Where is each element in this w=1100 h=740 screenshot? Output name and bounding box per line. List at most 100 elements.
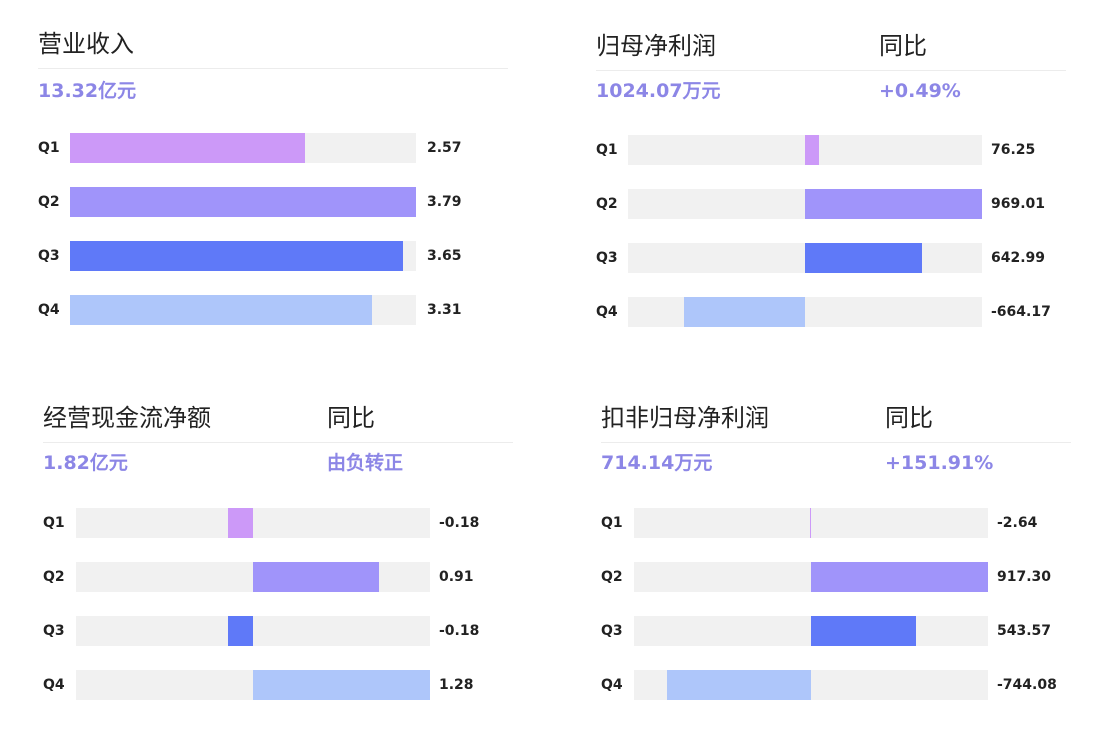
category-label: Q1 xyxy=(596,142,618,158)
bar-q2 xyxy=(253,562,379,592)
header-divider xyxy=(601,442,1071,443)
value-label: 2.57 xyxy=(427,140,462,156)
bar-q2 xyxy=(811,562,988,592)
bar-row-q4: Q4 1.28 xyxy=(43,670,513,700)
value-label: 969.01 xyxy=(991,196,1046,212)
total-value: 1.82亿元 xyxy=(43,452,128,474)
panel-header: 扣非归母净利润 同比 xyxy=(601,404,1071,432)
bar-row-q2: Q2 3.79 xyxy=(38,187,508,217)
bar-q1 xyxy=(810,508,811,538)
bar-row-q3: Q3 -0.18 xyxy=(43,616,513,646)
value-label: 917.30 xyxy=(997,569,1052,585)
bar-track xyxy=(634,508,988,538)
category-label: Q2 xyxy=(596,196,618,212)
panel-title: 扣非归母净利润 xyxy=(601,404,769,432)
bar-q3 xyxy=(70,241,404,271)
yoy-label: 同比 xyxy=(885,404,933,432)
operating-cash-flow-panel: 经营现金流净额 同比 1.82亿元 由负转正 Q1 -0.18 Q2 0.91 Q3 -0.18 Q… xyxy=(43,404,513,704)
value-label: 3.31 xyxy=(427,302,462,318)
bar-track xyxy=(634,562,988,592)
bar-row-q2: Q2 0.91 xyxy=(43,562,513,592)
bar-track xyxy=(628,297,982,327)
category-label: Q3 xyxy=(601,623,623,639)
value-label: 642.99 xyxy=(991,250,1046,266)
adjusted-net-profit-panel: 扣非归母净利润 同比 714.14万元 +151.91% Q1 -2.64 Q2 917.30… xyxy=(601,404,1071,704)
category-label: Q4 xyxy=(601,677,623,693)
bar-row-q1: Q1 -0.18 xyxy=(43,508,513,538)
category-label: Q1 xyxy=(43,515,65,531)
bar-q3 xyxy=(228,616,253,646)
value-label: 0.91 xyxy=(439,569,474,585)
value-label: -664.17 xyxy=(991,304,1051,320)
header-divider xyxy=(38,68,508,69)
panel-header: 经营现金流净额 同比 xyxy=(43,404,513,432)
bar-row-q2: Q2 969.01 xyxy=(596,189,1066,219)
bar-track xyxy=(634,670,988,700)
total-value: 1024.07万元 xyxy=(596,80,721,102)
bar-row-q4: Q4 -744.08 xyxy=(601,670,1071,700)
category-label: Q4 xyxy=(596,304,618,320)
bar-row-q2: Q2 917.30 xyxy=(601,562,1071,592)
total-value: 714.14万元 xyxy=(601,452,713,474)
bar-track xyxy=(628,243,982,273)
bar-q4 xyxy=(683,297,805,327)
bar-row-q1: Q1 -2.64 xyxy=(601,508,1071,538)
category-label: Q3 xyxy=(38,248,60,264)
bar-row-q1: Q1 2.57 xyxy=(38,133,508,163)
bar-q1 xyxy=(805,135,819,165)
bar-track xyxy=(76,670,430,700)
bar-q3 xyxy=(805,243,923,273)
category-label: Q3 xyxy=(43,623,65,639)
category-label: Q2 xyxy=(601,569,623,585)
bar-track xyxy=(70,187,416,217)
value-label: -744.08 xyxy=(997,677,1057,693)
bar-track xyxy=(76,616,430,646)
bar-track xyxy=(70,295,416,325)
bar-track xyxy=(634,616,988,646)
yoy-value: +151.91% xyxy=(885,452,994,474)
header-divider xyxy=(596,70,1066,71)
value-label: -2.64 xyxy=(997,515,1038,531)
panel-title: 经营现金流净额 xyxy=(43,404,211,432)
header-divider xyxy=(43,442,513,443)
bar-track xyxy=(628,135,982,165)
value-label: 1.28 xyxy=(439,677,474,693)
value-label: -0.18 xyxy=(439,623,480,639)
bar-q4 xyxy=(70,295,373,325)
bar-q1 xyxy=(228,508,253,538)
bar-row-q3: Q3 543.57 xyxy=(601,616,1071,646)
bar-q4 xyxy=(667,670,811,700)
revenue-panel: 营业收入 13.32亿元 Q1 2.57 Q2 3.79 Q3 3.65 Q4 3.31 xyxy=(38,30,508,330)
total-value: 13.32亿元 xyxy=(38,80,137,102)
bar-row-q4: Q4 3.31 xyxy=(38,295,508,325)
yoy-value: 由负转正 xyxy=(327,452,404,474)
value-label: 543.57 xyxy=(997,623,1052,639)
panel-header: 营业收入 xyxy=(38,30,508,58)
bar-track xyxy=(628,189,982,219)
bar-q4 xyxy=(253,670,430,700)
category-label: Q1 xyxy=(601,515,623,531)
category-label: Q1 xyxy=(38,140,60,156)
category-label: Q4 xyxy=(38,302,60,318)
category-label: Q4 xyxy=(43,677,65,693)
value-label: -0.18 xyxy=(439,515,480,531)
category-label: Q3 xyxy=(596,250,618,266)
value-label: 76.25 xyxy=(991,142,1036,158)
bar-row-q3: Q3 642.99 xyxy=(596,243,1066,273)
bar-row-q4: Q4 -664.17 xyxy=(596,297,1066,327)
panel-title: 归母净利润 xyxy=(596,32,716,60)
bar-q1 xyxy=(70,133,305,163)
value-label: 3.65 xyxy=(427,248,462,264)
net-profit-panel: 归母净利润 同比 1024.07万元 +0.49% Q1 76.25 Q2 969.01 Q3 6… xyxy=(596,32,1066,332)
panel-header: 归母净利润 同比 xyxy=(596,32,1066,60)
bar-q2 xyxy=(805,189,982,219)
category-label: Q2 xyxy=(43,569,65,585)
yoy-label: 同比 xyxy=(879,32,927,60)
bar-q2 xyxy=(70,187,416,217)
category-label: Q2 xyxy=(38,194,60,210)
yoy-label: 同比 xyxy=(327,404,375,432)
bar-row-q3: Q3 3.65 xyxy=(38,241,508,271)
bar-track xyxy=(70,133,416,163)
bar-track xyxy=(70,241,416,271)
panel-title: 营业收入 xyxy=(38,30,134,58)
